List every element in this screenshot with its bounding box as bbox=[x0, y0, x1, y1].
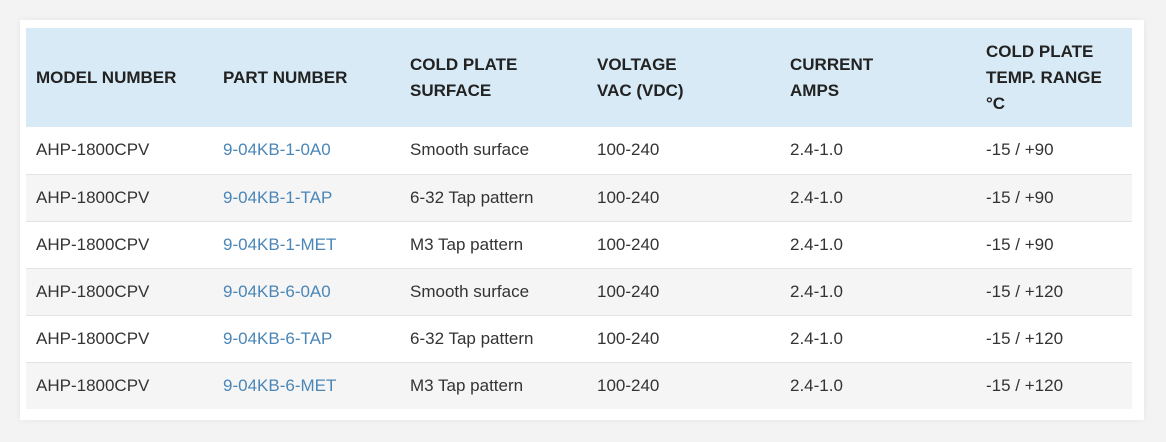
header-model-number: MODEL NUMBER bbox=[36, 67, 177, 87]
cell-surface: Smooth surface bbox=[410, 281, 530, 301]
cell-voltage: 100-240 bbox=[597, 328, 660, 348]
table-header: MODEL NUMBER PART NUMBER COLD PLATE SURF… bbox=[26, 28, 1132, 127]
cell-surface: 6-32 Tap pattern bbox=[410, 187, 534, 207]
cell-surface: M3 Tap pattern bbox=[410, 375, 524, 395]
header-temp-range: COLD PLATE TEMP. RANGE °C bbox=[986, 41, 1102, 113]
cell-surface: 6-32 Tap pattern bbox=[410, 328, 534, 348]
cell-voltage: 100-240 bbox=[597, 281, 660, 301]
cell-voltage: 100-240 bbox=[597, 187, 660, 207]
cell-current: 2.4-1.0 bbox=[790, 234, 843, 254]
table-row: AHP-1800CPV 9-04KB-6-MET M3 Tap pattern … bbox=[26, 362, 1132, 409]
header-current: CURRENT AMPS bbox=[790, 54, 874, 100]
cell-current: 2.4-1.0 bbox=[790, 281, 843, 301]
cell-temp: -15 / +90 bbox=[986, 187, 1054, 207]
table-row: AHP-1800CPV 9-04KB-6-0A0 Smooth surface … bbox=[26, 268, 1132, 315]
part-number-link[interactable]: 9-04KB-1-0A0 bbox=[223, 140, 331, 160]
cell-current: 2.4-1.0 bbox=[790, 140, 843, 160]
table-row: AHP-1800CPV 9-04KB-6-TAP 6-32 Tap patter… bbox=[26, 315, 1132, 362]
cell-part: 9-04KB-6-0A0 bbox=[213, 268, 400, 315]
table-row: AHP-1800CPV 9-04KB-1-MET M3 Tap pattern … bbox=[26, 221, 1132, 268]
cell-model: AHP-1800CPV bbox=[36, 281, 150, 301]
cell-temp: -15 / +90 bbox=[986, 234, 1054, 254]
table-row: AHP-1800CPV 9-04KB-1-0A0 Smooth surface … bbox=[26, 127, 1132, 174]
header-voltage: VOLTAGE VAC (VDC) bbox=[597, 54, 684, 100]
cell-part: 9-04KB-1-TAP bbox=[213, 174, 400, 221]
cell-temp: -15 / +120 bbox=[986, 375, 1064, 395]
cell-current: 2.4-1.0 bbox=[790, 187, 843, 207]
cell-model: AHP-1800CPV bbox=[36, 140, 150, 160]
part-number-link[interactable]: 9-04KB-6-TAP bbox=[223, 328, 333, 348]
table-row: AHP-1800CPV 9-04KB-1-TAP 6-32 Tap patter… bbox=[26, 174, 1132, 221]
cell-part: 9-04KB-6-TAP bbox=[213, 315, 400, 362]
header-part-number: PART NUMBER bbox=[223, 67, 348, 87]
cell-voltage: 100-240 bbox=[597, 140, 660, 160]
cell-model: AHP-1800CPV bbox=[36, 328, 150, 348]
cell-temp: -15 / +90 bbox=[986, 140, 1054, 160]
cell-surface: Smooth surface bbox=[410, 140, 530, 160]
part-number-link[interactable]: 9-04KB-6-0A0 bbox=[223, 281, 331, 301]
cell-model: AHP-1800CPV bbox=[36, 234, 150, 254]
header-cold-plate-surface: COLD PLATE SURFACE bbox=[410, 54, 518, 100]
cell-temp: -15 / +120 bbox=[986, 328, 1064, 348]
cell-current: 2.4-1.0 bbox=[790, 328, 843, 348]
part-number-link[interactable]: 9-04KB-1-TAP bbox=[223, 187, 333, 207]
cell-temp: -15 / +120 bbox=[986, 281, 1064, 301]
cell-current: 2.4-1.0 bbox=[790, 375, 843, 395]
cell-voltage: 100-240 bbox=[597, 234, 660, 254]
cell-model: AHP-1800CPV bbox=[36, 375, 150, 395]
spec-table-card: MODEL NUMBER PART NUMBER COLD PLATE SURF… bbox=[20, 20, 1144, 420]
part-number-link[interactable]: 9-04KB-1-MET bbox=[223, 234, 337, 254]
header-row: MODEL NUMBER PART NUMBER COLD PLATE SURF… bbox=[26, 28, 1132, 127]
cell-surface: M3 Tap pattern bbox=[410, 234, 524, 254]
cell-part: 9-04KB-6-MET bbox=[213, 362, 400, 409]
cell-part: 9-04KB-1-0A0 bbox=[213, 127, 400, 174]
table-body: AHP-1800CPV 9-04KB-1-0A0 Smooth surface … bbox=[26, 127, 1132, 409]
cell-part: 9-04KB-1-MET bbox=[213, 221, 400, 268]
part-number-link[interactable]: 9-04KB-6-MET bbox=[223, 375, 337, 395]
cell-model: AHP-1800CPV bbox=[36, 187, 150, 207]
spec-table: MODEL NUMBER PART NUMBER COLD PLATE SURF… bbox=[26, 28, 1132, 409]
cell-voltage: 100-240 bbox=[597, 375, 660, 395]
